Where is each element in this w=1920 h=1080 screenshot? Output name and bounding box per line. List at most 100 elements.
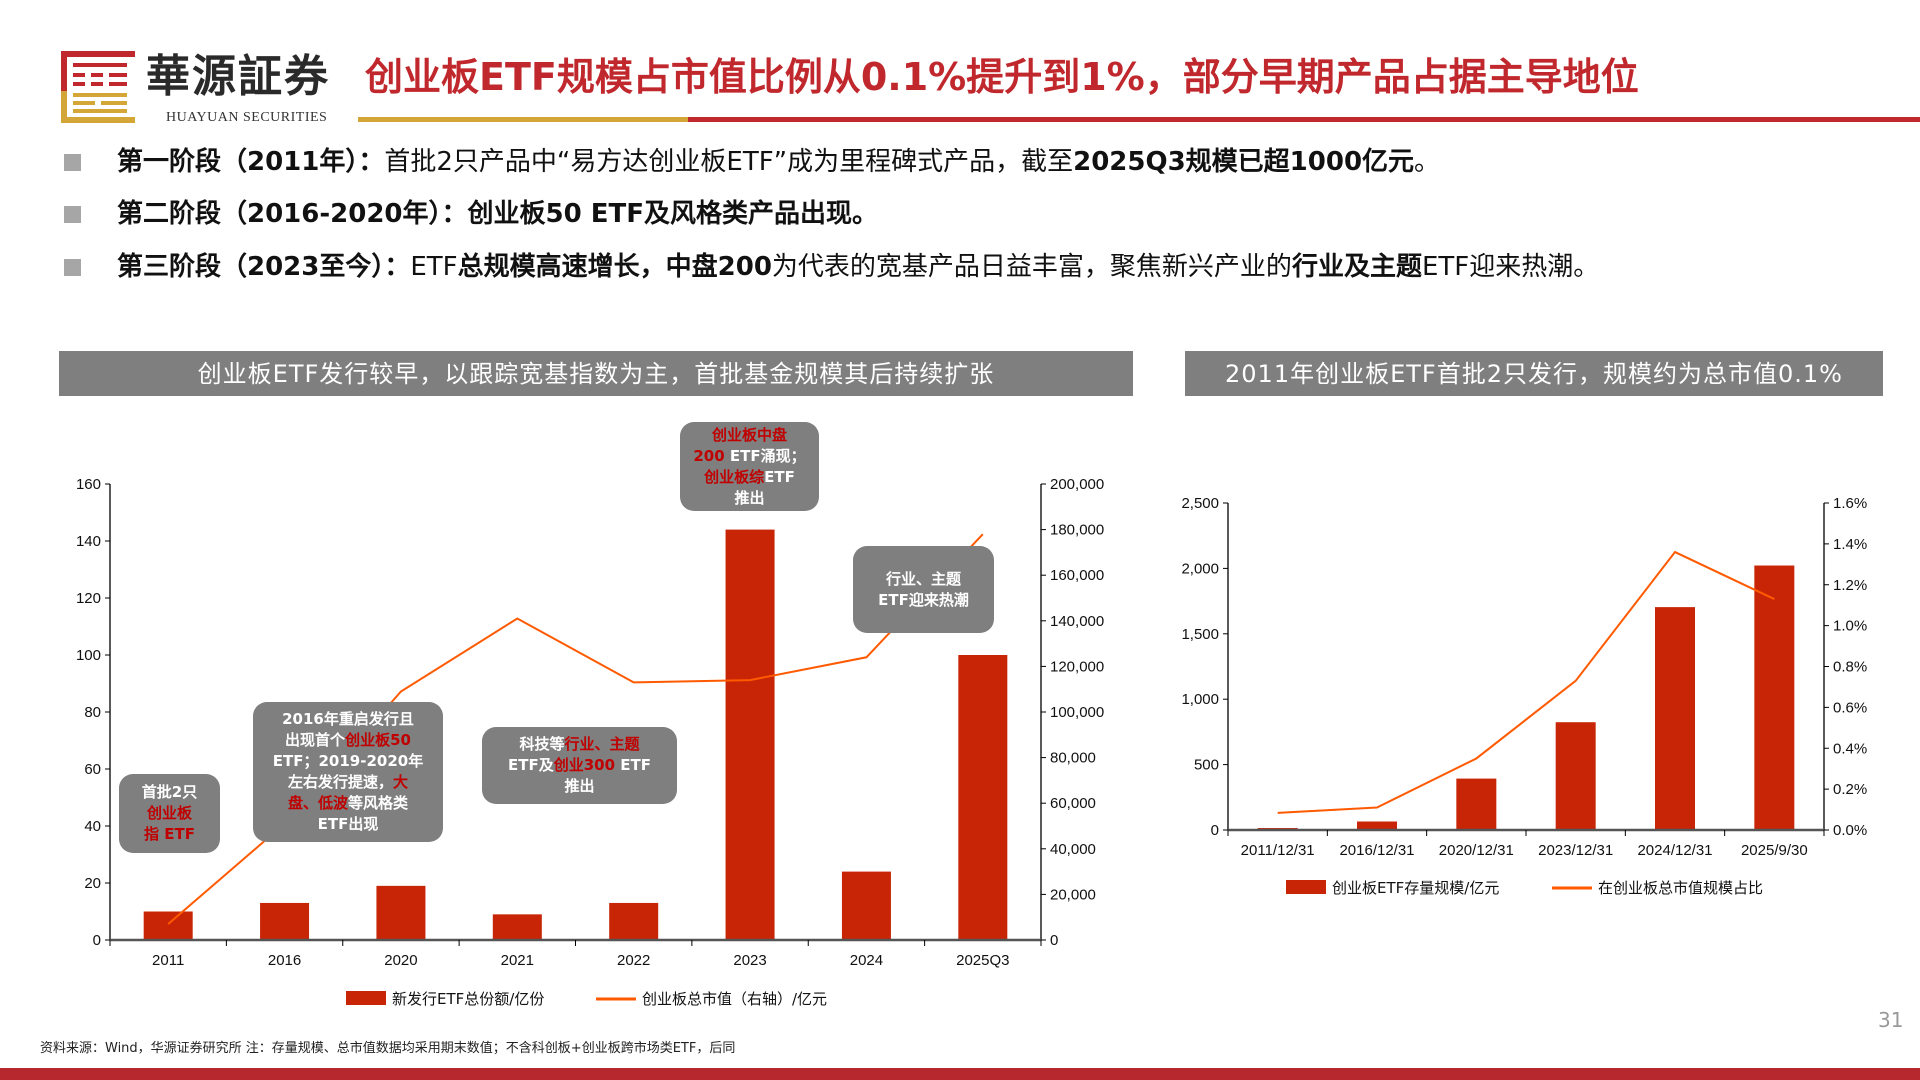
annotation-text: 创业板	[146, 804, 192, 822]
annotation-line: 首批2只	[119, 782, 220, 803]
annotation-text: ETF涌现；	[724, 446, 806, 465]
annotation-text: 创业板综	[704, 467, 765, 486]
bar-2020	[376, 885, 426, 940]
right-y-tick-label: 60,000	[1050, 795, 1096, 812]
line-series	[1277, 550, 1775, 814]
annotation-line: 2016年重启发行且	[253, 709, 443, 730]
bar-2023	[725, 529, 775, 940]
annotation-text: ETF；2019-2020年	[272, 752, 424, 770]
bar-2022	[609, 902, 659, 940]
bullet-item: 第一阶段（2011年）： 首批2只产品中“易方达创业板ETF”成为里程碑式产品，截…	[64, 144, 1440, 180]
source-note: 资料来源：Wind，华源证券研究所 注：存量规模、总市值数据均采用期末数值；不含…	[40, 1041, 736, 1056]
brand-name-en: HUAYUAN SECURITIES	[166, 110, 328, 125]
bullet-square-icon	[64, 258, 81, 276]
annotation-text: 大	[393, 773, 409, 791]
legend-line-label: 在创业板总市值规模占比	[1598, 879, 1763, 897]
annotation-text: ETF及	[508, 756, 554, 774]
annotation-text: 推出	[734, 488, 765, 507]
header-divider-red	[688, 117, 1920, 122]
annotation-text: 盘、低波	[287, 794, 348, 812]
bar-2023/12/31	[1555, 722, 1596, 830]
header-divider-gold	[358, 117, 688, 122]
right-y-tick-label: 0.0%	[1833, 822, 1867, 839]
bullet-item: 第二阶段（2016-2020年）：创业板50 ETF及风格类产品出现。	[64, 196, 878, 232]
bullet-text: 第二阶段（2016-2020年）：创业板50 ETF及风格类产品出现。	[117, 199, 879, 229]
annotation-box: 2016年重启发行且 出现首个创业板50 ETF；2019-2020年左右发行提速，…	[253, 702, 443, 842]
right-y-tick-label: 160,000	[1050, 567, 1104, 584]
right-y-tick-label: 0.6%	[1833, 699, 1867, 716]
annotation-line: ETF及创业300 ETF	[482, 755, 677, 776]
annotation-line: 盘、低波等风格类	[253, 793, 443, 814]
annotation-line: 推出	[680, 488, 819, 509]
bullet-text: 第三阶段（2023至今）：	[117, 252, 411, 282]
annotation-line: 指 ETF	[119, 824, 220, 845]
x-tick-label: 2024/12/31	[1637, 842, 1712, 859]
annotation-line: ETF；2019-2020年	[253, 751, 443, 772]
x-tick-label: 2025Q3	[956, 952, 1009, 969]
x-tick-label: 2011/12/31	[1241, 842, 1315, 859]
annotation-box: 科技等行业、主题 ETF及创业300 ETF 推出	[482, 727, 677, 804]
right-y-tick-label: 0	[1050, 932, 1058, 949]
bar-2024/12/31	[1655, 607, 1695, 830]
annotation-line: 左右发行提速，大	[253, 772, 443, 793]
bar-2025/9/30	[1754, 565, 1795, 830]
right-y-tick-label: 120,000	[1050, 658, 1104, 675]
right-y-tick-label: 40,000	[1050, 841, 1096, 858]
legend-bar-label: 新发行ETF总份额/亿份	[392, 990, 544, 1008]
right-y-tick-label: 20,000	[1050, 886, 1096, 903]
right-y-tick-label: 0.4%	[1833, 740, 1867, 757]
huayuan-logo	[61, 51, 135, 123]
right-chart-title: 2011年创业板ETF首批2只发行，规模约为总市值0.1%	[1185, 351, 1883, 396]
right-y-tick-label: 80,000	[1050, 750, 1096, 767]
annotation-line: 创业板中盘	[680, 425, 819, 446]
right-y-tick-label: 1.4%	[1833, 536, 1867, 553]
x-tick-label: 2016	[268, 952, 301, 969]
bullet-text: 第一阶段（2011年）：	[117, 147, 385, 177]
bar-2020/12/31	[1456, 778, 1497, 830]
left-y-tick-label: 2,000	[1181, 560, 1219, 577]
annotation-text: 左右发行提速，	[287, 773, 393, 791]
x-tick-label: 2016/12/31	[1339, 842, 1414, 859]
left-y-tick-label: 0	[1211, 822, 1219, 839]
annotation-line: 创业板综ETF	[680, 467, 819, 488]
annotation-line: 出现首个创业板50	[253, 730, 443, 751]
right-y-tick-label: 140,000	[1050, 613, 1104, 630]
x-tick-label: 2020/12/31	[1439, 842, 1514, 859]
annotation-text: 创业板中盘	[711, 425, 787, 444]
annotation-line: 科技等行业、主题	[482, 734, 677, 755]
annotation-text: ETF	[159, 825, 195, 843]
annotation-line: 200 ETF涌现；	[680, 446, 819, 467]
annotation-text: 行业、主题	[885, 569, 961, 588]
bullet-text: ETF迎来热潮。	[1421, 252, 1600, 282]
bar-2025Q3	[958, 655, 1008, 940]
annotation-box: 行业、主题 ETF迎来热潮	[853, 546, 994, 633]
legend-bar-swatch	[346, 991, 386, 1005]
bar-2016	[260, 902, 310, 940]
annotation-text: 首批2只	[141, 783, 198, 801]
bullet-text: ETF	[410, 252, 458, 282]
page-title: 创业板ETF规模占市值比例从0.1%提升到1%，部分早期产品占据主导地位	[365, 55, 1639, 99]
right-y-tick-label: 1.6%	[1833, 495, 1867, 512]
annotation-text: ETF迎来热潮	[878, 590, 969, 609]
annotation-text: ETF	[615, 756, 651, 774]
left-y-tick-label: 20	[84, 875, 101, 892]
bullet-text: 2025Q3规模已超1000亿元	[1073, 147, 1415, 177]
annotation-text: 创业板50	[345, 731, 411, 749]
left-y-tick-label: 40	[84, 818, 101, 835]
annotation-text: 科技等	[519, 735, 565, 753]
annotation-line: 创业板	[119, 803, 220, 824]
annotation-text: ETF出现	[317, 815, 379, 833]
bullet-text: 总规模高速增长，中盘200	[457, 252, 772, 282]
page-number: 31	[1878, 1008, 1904, 1032]
left-y-tick-label: 100	[76, 647, 101, 664]
annotation-box: 首批2只创业板指 ETF	[119, 774, 220, 853]
left-y-tick-label: 0	[93, 932, 101, 949]
right-y-tick-label: 0.2%	[1833, 781, 1867, 798]
right-y-tick-label: 1.2%	[1833, 577, 1867, 594]
x-tick-label: 2011	[152, 952, 184, 969]
right-y-tick-label: 100,000	[1050, 704, 1104, 721]
bar-2011	[143, 911, 193, 940]
left-chart-title: 创业板ETF发行较早，以跟踪宽基指数为主，首批基金规模其后持续扩张	[59, 351, 1133, 396]
annotation-text: 行业、主题	[564, 735, 640, 753]
